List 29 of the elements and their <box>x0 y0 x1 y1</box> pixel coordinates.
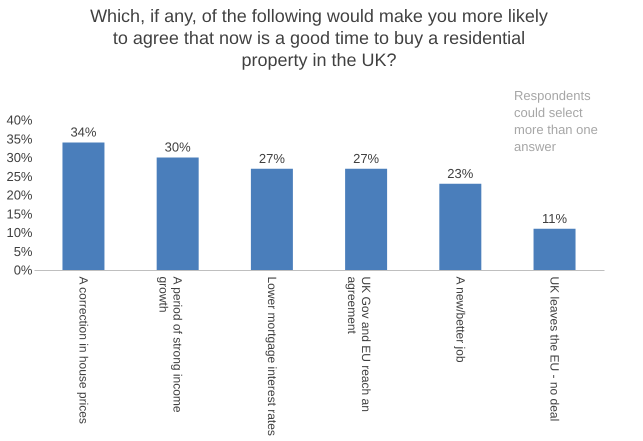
annotation: Respondents could select more than one answer <box>514 88 598 154</box>
x-tick-label: UK Gov and EU reach an agreement <box>345 276 374 412</box>
y-tick-label: 30% <box>6 150 33 165</box>
y-tick-label: 5% <box>14 244 33 259</box>
y-tick-label: 25% <box>6 168 33 184</box>
x-tick-label: A correction in house prices <box>76 276 90 424</box>
y-tick-label: 0% <box>14 262 33 278</box>
x-tick-label: A new/better job <box>453 276 468 363</box>
data-label: 30% <box>164 140 192 154</box>
x-tick-label: A period of strong income growth <box>156 276 185 413</box>
data-label: 34% <box>70 124 97 140</box>
bar <box>534 228 576 270</box>
bar <box>156 158 199 270</box>
bar <box>62 142 104 270</box>
data-label: 23% <box>447 166 474 181</box>
y-tick-label: 15% <box>6 206 33 222</box>
y-tick-label: 10% <box>6 225 33 240</box>
bar <box>439 184 482 270</box>
bar <box>250 168 293 270</box>
data-label: 11% <box>542 210 568 226</box>
data-label: 27% <box>353 150 380 166</box>
x-tick-label: Lower mortgage interest rates <box>264 276 279 436</box>
y-tick-label: 35% <box>6 131 33 146</box>
bar <box>345 168 388 270</box>
data-label: 27% <box>258 150 286 166</box>
chart-title: Which, if any, of the following would make you more likely to agree that now is a good time to buy a residential property in the UK? <box>90 6 548 70</box>
y-tick-label: 20% <box>6 188 33 202</box>
y-tick-label: 40% <box>6 112 33 128</box>
x-tick-label: UK leaves the EU - no deal <box>548 276 562 422</box>
